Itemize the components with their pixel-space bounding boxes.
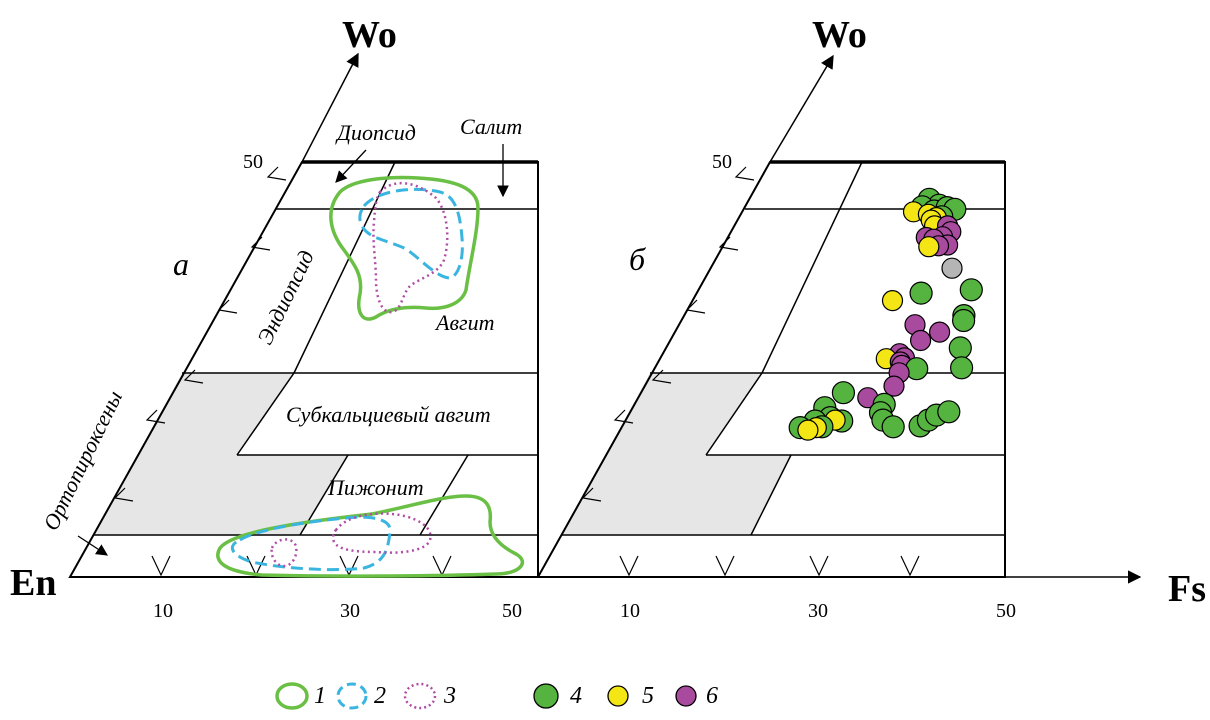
legend-num-6: 6 [706, 683, 718, 709]
data-points-layer [788, 187, 983, 441]
legend: 1 2 3 4 5 6 [275, 682, 718, 710]
panel-b: Wo 50 б Fs 10 30 50 [536, 14, 1206, 622]
boundary-slant-b-1 [761, 161, 863, 374]
boundary-slant-pigeonite-right [419, 454, 469, 536]
label-diopside: Диопсид [335, 120, 416, 145]
panel-b-letter: б [629, 241, 646, 277]
fs-tick-50-b: 50 [996, 600, 1016, 622]
contour-3-lower [331, 512, 432, 554]
axis-label-fs: Fs [1168, 568, 1206, 610]
left-edge-ticks [113, 166, 287, 502]
arrow-diopside [335, 149, 367, 183]
legend-swatch-1 [275, 682, 309, 710]
fs-tick-10-b: 10 [620, 600, 640, 622]
legend-num-3: 3 [443, 683, 456, 709]
boundary-slant-subcalcic [236, 372, 295, 456]
panel-a: Wo 50 а Диопсид Салит Эндиопсид Авгит Су… [10, 14, 539, 622]
corner-label-en: En [10, 562, 56, 604]
data-point-group-6 [928, 321, 951, 343]
label-pigeonite: Пижонит [327, 475, 424, 500]
fs-tick-30-a: 30 [340, 600, 360, 622]
legend-swatch-5 [607, 685, 629, 707]
data-point-group-4 [951, 308, 976, 333]
wo-axis-arrow [301, 52, 359, 163]
bottom-ticks-b [619, 555, 920, 577]
contour-3-upper [372, 182, 449, 314]
data-point-group-6 [909, 329, 932, 352]
fs-tick-10-a: 10 [153, 600, 173, 622]
bottom-ticks-a [151, 555, 452, 577]
data-point-group-4 [909, 281, 933, 305]
arrow-orthopyroxenes [77, 535, 108, 556]
data-point-group-6 [883, 375, 905, 397]
legend-swatch-6 [675, 685, 697, 707]
data-point-group-4 [959, 278, 983, 302]
data-point-group-4 [937, 400, 961, 424]
legend-num-2: 2 [374, 683, 386, 709]
data-point-group-4 [831, 381, 856, 405]
legend-num-4: 4 [570, 683, 582, 709]
legend-swatch-2 [336, 682, 368, 710]
fs-tick-50-a: 50 [502, 600, 522, 622]
boundary-slant-b-3 [750, 454, 792, 536]
apex-label-wo-a: Wo [342, 14, 397, 56]
fs-tick-30-b: 30 [808, 600, 828, 622]
contour-3-lower-small [270, 538, 298, 568]
data-point-grey [941, 257, 963, 279]
legend-num-5: 5 [642, 683, 654, 709]
label-subcalcic-augite: Субкальциевый авгит [286, 402, 491, 427]
data-point-group-4 [881, 415, 905, 439]
panel-a-letter: а [173, 246, 189, 282]
left-edge-ticks-b [581, 166, 755, 502]
data-point-group-4 [948, 336, 972, 360]
orthopyroxene-shaded-field-b [562, 373, 791, 535]
apex-label-wo-b: Wo [812, 14, 867, 56]
label-augite: Авгит [434, 310, 494, 335]
contour-1-upper [329, 175, 480, 321]
data-point-group-5 [797, 419, 819, 441]
data-point-group-4 [949, 356, 974, 380]
data-point-group-5 [918, 236, 940, 258]
legend-swatch-4 [533, 683, 559, 709]
legend-num-1: 1 [314, 683, 326, 709]
orthopyroxene-shaded-field [94, 373, 348, 535]
boundary-slant-b-2 [705, 372, 763, 456]
label-salite: Салит [460, 114, 522, 139]
wo-tick-50-a: 50 [243, 151, 263, 173]
wo-axis-arrow-b [769, 54, 834, 163]
data-point-group-5 [881, 290, 904, 312]
legend-swatch-3 [403, 682, 437, 710]
label-endiopside: Эндиопсид [252, 246, 319, 348]
contour-2-upper [358, 187, 464, 280]
wo-tick-50-b: 50 [712, 151, 732, 173]
